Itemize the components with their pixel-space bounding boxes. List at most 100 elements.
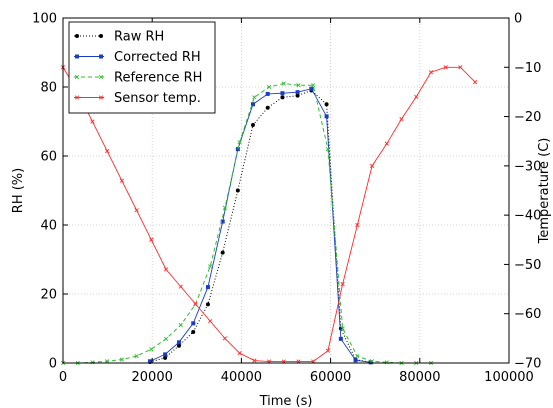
point-raw-rh — [324, 102, 329, 107]
point-reference-rh — [90, 360, 95, 365]
point-corrected-rh — [205, 285, 210, 290]
point-sensor-temp — [443, 65, 448, 70]
point-sensor-temp — [340, 282, 345, 287]
ticks: 0 20000 40000 60000 80000 100000 0 20 40 60 80 100 0… — [32, 12, 541, 386]
legend-marker — [75, 54, 79, 59]
legend-marker — [74, 95, 80, 100]
y2-tick-label: −50 — [514, 258, 541, 273]
series-line-corrected-rh — [149, 88, 371, 363]
series-layer — [60, 65, 478, 366]
point-corrected-rh — [176, 340, 181, 345]
point-sensor-temp — [458, 65, 463, 70]
point-reference-rh — [119, 357, 124, 362]
y2-tick-label: −30 — [514, 159, 541, 174]
y-tick-label: 80 — [40, 81, 57, 96]
point-raw-rh — [176, 343, 181, 348]
point-reference-rh — [134, 353, 139, 359]
point-sensor-temp — [472, 79, 478, 85]
y-axis-label: RH (%) — [11, 168, 26, 213]
x-tick-label: 100000 — [484, 370, 534, 385]
point-sensor-temp — [222, 336, 228, 341]
point-reference-rh — [266, 84, 272, 90]
point-corrected-rh — [338, 336, 343, 341]
point-corrected-rh — [309, 86, 314, 91]
point-raw-rh — [250, 122, 255, 127]
point-sensor-temp — [208, 318, 213, 324]
x-tick-label: 80000 — [399, 370, 440, 385]
legend-label: Corrected RH — [114, 50, 201, 65]
point-reference-rh — [178, 322, 183, 328]
point-sensor-temp — [134, 208, 139, 213]
point-raw-rh — [280, 95, 285, 100]
point-reference-rh — [369, 359, 375, 364]
legend-marker — [74, 74, 80, 80]
point-raw-rh — [295, 93, 300, 98]
legend-marker — [75, 34, 79, 38]
legend-label: Reference RH — [114, 71, 202, 86]
y2-tick-label: −40 — [514, 209, 541, 224]
point-corrected-rh — [147, 359, 152, 364]
point-sensor-temp — [163, 267, 169, 272]
point-sensor-temp — [325, 348, 331, 353]
point-sensor-temp — [399, 116, 404, 122]
legend-marker — [98, 95, 104, 100]
point-sensor-temp — [428, 70, 434, 75]
point-corrected-rh — [324, 114, 329, 119]
legend-label: Sensor temp. — [114, 91, 201, 106]
point-sensor-temp — [119, 178, 124, 183]
legend-item-raw-rh: Raw RH — [74, 30, 164, 45]
point-raw-rh — [265, 105, 270, 110]
series-corrected-rh — [147, 86, 373, 365]
legend-label: Raw RH — [114, 30, 164, 45]
legend-marker — [98, 74, 104, 80]
y-tick-label: 40 — [40, 219, 57, 234]
point-sensor-temp — [193, 301, 198, 306]
legend-marker — [99, 54, 103, 59]
point-corrected-rh — [220, 219, 225, 224]
y2-tick-label: 0 — [514, 12, 522, 27]
point-reference-rh — [311, 83, 316, 88]
point-sensor-temp — [237, 351, 242, 356]
point-raw-rh — [220, 250, 225, 255]
point-reference-rh — [237, 140, 242, 145]
point-reference-rh — [340, 326, 345, 331]
x-tick-label: 40000 — [221, 370, 262, 385]
point-sensor-temp — [90, 119, 95, 124]
point-reference-rh — [296, 83, 301, 88]
point-corrected-rh — [250, 102, 255, 107]
y2-tick-label: −10 — [514, 61, 541, 76]
legend: Raw RH Corrected RH Reference RH Sensor tem… — [68, 21, 216, 114]
point-raw-rh — [163, 355, 168, 360]
plot-frame — [62, 17, 510, 364]
point-reference-rh — [149, 347, 154, 352]
y2-tick-label: −70 — [514, 357, 541, 372]
point-raw-rh — [205, 302, 210, 307]
point-reference-rh — [281, 81, 286, 86]
series-raw-rh — [147, 88, 373, 365]
point-sensor-temp — [384, 141, 389, 146]
point-corrected-rh — [163, 352, 168, 357]
legend-item-corrected-rh: Corrected RH — [74, 50, 201, 65]
point-reference-rh — [208, 264, 213, 269]
x-tick-label: 20000 — [132, 370, 173, 385]
point-sensor-temp — [149, 237, 154, 242]
point-raw-rh — [235, 188, 240, 193]
y-tick-label: 0 — [49, 357, 57, 372]
point-sensor-temp — [178, 284, 183, 289]
point-reference-rh — [222, 205, 228, 210]
series-line-raw-rh — [149, 89, 371, 363]
y2-axis-label: Temperature (C) — [537, 138, 552, 245]
point-sensor-temp — [369, 163, 375, 168]
y-tick-label: 20 — [40, 288, 57, 303]
point-corrected-rh — [265, 91, 270, 96]
point-sensor-temp — [105, 148, 110, 154]
point-corrected-rh — [191, 321, 196, 326]
point-reference-rh — [325, 146, 331, 152]
y2-tick-label: −20 — [514, 110, 541, 125]
y-tick-label: 60 — [40, 150, 57, 165]
point-reference-rh — [384, 360, 389, 365]
x-axis-label: Time (s) — [259, 394, 313, 408]
point-reference-rh — [163, 336, 169, 341]
legend-item-sensor-temp: Sensor temp. — [74, 91, 201, 106]
